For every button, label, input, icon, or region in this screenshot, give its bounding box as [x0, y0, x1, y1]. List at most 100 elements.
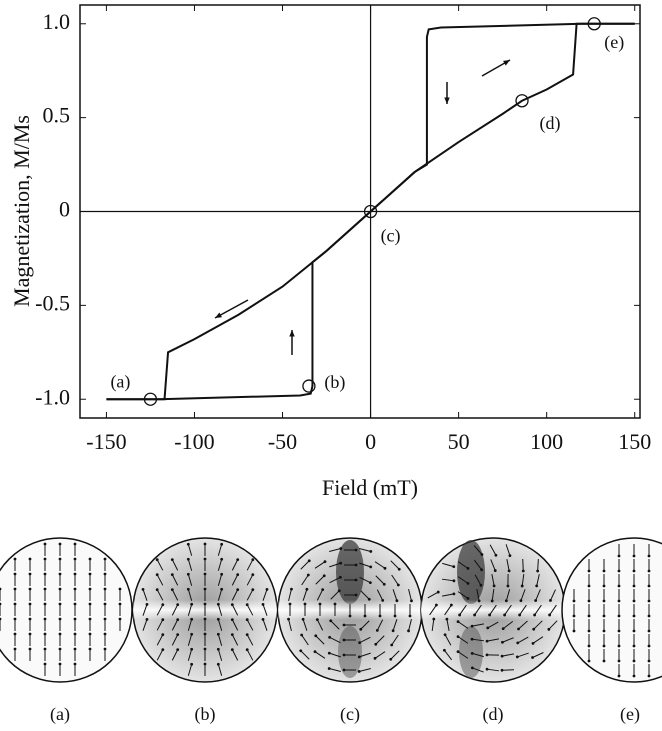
panel-label: (b)	[195, 704, 216, 725]
spin-head	[442, 648, 446, 652]
state-label: (b)	[324, 372, 345, 393]
spin-head	[176, 633, 180, 637]
spin-arrow	[490, 559, 496, 571]
spin-arrow	[473, 559, 483, 571]
spin-head	[358, 641, 362, 645]
spin-head	[73, 602, 77, 606]
spin-arrow	[314, 651, 326, 659]
spin-head	[617, 629, 621, 633]
spin-head	[507, 569, 511, 573]
spin-head	[203, 542, 207, 546]
spin-arrow	[231, 604, 239, 616]
spin-arrow	[518, 620, 528, 630]
spin-head	[13, 602, 17, 606]
spin-arrow	[550, 589, 556, 601]
spin-arrow	[457, 651, 469, 659]
spin-head	[602, 614, 606, 618]
spin-head	[161, 603, 165, 607]
disc-shade	[457, 540, 485, 604]
spin-head	[88, 632, 92, 636]
spin-head	[203, 632, 207, 636]
spin-head	[396, 583, 400, 587]
spin-head	[354, 548, 358, 552]
spin-arrow	[300, 560, 310, 570]
spin-head	[230, 633, 234, 637]
spin-head	[632, 599, 636, 603]
spin-head	[301, 617, 305, 621]
spin-head	[43, 557, 47, 561]
x-tick-label: -100	[174, 429, 214, 454]
spin-head	[220, 542, 224, 546]
spin-head	[490, 599, 494, 603]
spin-head	[118, 617, 122, 621]
spin-head	[617, 569, 621, 573]
spin-head	[261, 617, 265, 621]
spin-arrow	[156, 634, 164, 646]
y-tick-label: -0.5	[35, 290, 70, 315]
disc-shade	[336, 540, 364, 604]
spin-head	[73, 572, 77, 576]
spin-head	[203, 602, 207, 606]
spin-head	[587, 569, 591, 573]
spin-head	[452, 579, 456, 583]
spin-arrow	[231, 619, 239, 631]
spin-head	[73, 647, 77, 651]
spin-head	[236, 573, 240, 577]
spin-arrow	[429, 604, 437, 616]
spin-head	[519, 599, 523, 603]
spin-head	[13, 557, 17, 561]
spin-arrow	[472, 623, 484, 627]
spin-head	[632, 659, 636, 663]
spin-arrow	[444, 634, 452, 646]
spin-head	[0, 617, 2, 621]
spin-head	[103, 557, 107, 561]
spin-arrow	[519, 604, 527, 616]
spin-head	[103, 632, 107, 636]
spin-head	[549, 599, 552, 602]
spin-arrow	[392, 589, 398, 601]
spin-head	[306, 573, 310, 577]
spin-head	[602, 569, 606, 573]
spin-head	[0, 587, 2, 591]
spin-head	[348, 614, 352, 618]
spin-arrow	[443, 649, 453, 661]
spin-head	[647, 659, 651, 663]
spin-arrow	[457, 621, 469, 629]
spin-head	[58, 557, 62, 561]
spin-head	[390, 643, 394, 647]
spin-arrow	[502, 653, 514, 657]
spin-head	[261, 602, 265, 606]
spin-head	[397, 567, 401, 571]
spin-arrow	[360, 620, 370, 630]
spin-arrow	[491, 574, 495, 586]
spin-arrow	[517, 652, 529, 658]
spin-head	[488, 613, 492, 617]
spin-head	[299, 649, 303, 653]
spin-head	[602, 584, 606, 588]
spin-head	[103, 587, 107, 591]
spin-arrow	[505, 544, 511, 556]
spin-head	[13, 647, 17, 651]
spin-head	[339, 561, 343, 565]
spin-arrow	[459, 604, 467, 616]
spin-arrow	[487, 621, 499, 629]
spin-head	[13, 617, 17, 621]
spin-arrow	[502, 620, 514, 630]
spin-head	[382, 582, 386, 586]
spin-head	[445, 617, 449, 621]
spin-head	[395, 599, 399, 603]
spin-head	[456, 635, 460, 639]
spin-arrow	[504, 604, 512, 616]
spin-head	[647, 584, 651, 588]
spin-head	[287, 617, 290, 621]
spin-head	[88, 587, 92, 591]
spin-arrow	[472, 652, 484, 658]
spin-head	[359, 627, 363, 631]
spin-arrow	[476, 589, 480, 601]
spin-head	[190, 662, 194, 666]
spin-arrow	[489, 604, 497, 616]
spin-head	[617, 659, 621, 663]
spin-arrow	[391, 634, 399, 646]
spin-arrow	[156, 649, 164, 661]
spin-head	[318, 602, 322, 606]
